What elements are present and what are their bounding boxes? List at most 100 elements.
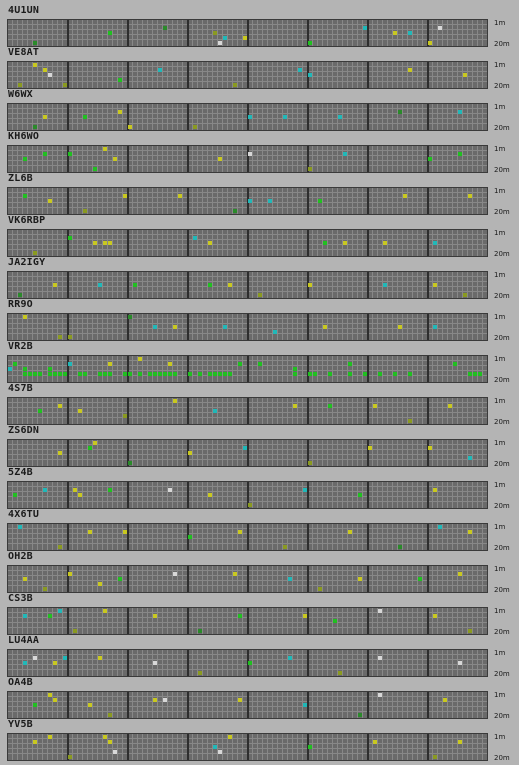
- hour-separator: [367, 440, 369, 466]
- hour-separator: [187, 272, 189, 298]
- station-row: KH6WO 1m 20m: [0, 130, 519, 174]
- signal-spot: [433, 755, 437, 759]
- hour-separator: [67, 608, 69, 634]
- signal-spot: [458, 661, 462, 665]
- signal-spot: [248, 661, 252, 665]
- hour-separator: [307, 146, 309, 172]
- hour-separator: [367, 356, 369, 382]
- band-label-top: 1m: [494, 607, 506, 615]
- station-row: VE8AT 1m 20m: [0, 46, 519, 90]
- signal-spot: [163, 372, 167, 376]
- signal-spot: [463, 73, 467, 77]
- signal-spot: [123, 372, 127, 376]
- signal-spot: [153, 661, 157, 665]
- signal-spot: [153, 325, 157, 329]
- signal-spot: [248, 503, 252, 507]
- hour-separator: [127, 62, 129, 88]
- signal-spot: [163, 26, 167, 30]
- hour-separator: [367, 230, 369, 256]
- propagation-grid: [7, 649, 488, 677]
- signal-spot: [418, 577, 422, 581]
- signal-spot: [108, 740, 112, 744]
- hour-separator: [367, 146, 369, 172]
- propagation-grid: [7, 565, 488, 593]
- station-callsign: ZS6DN: [8, 425, 40, 436]
- signal-spot: [293, 404, 297, 408]
- signal-spot: [103, 147, 107, 151]
- signal-spot: [98, 582, 102, 586]
- station-callsign: 4S7B: [8, 383, 33, 394]
- signal-spot: [358, 713, 362, 717]
- propagation-grid: [7, 733, 488, 761]
- signal-spot: [208, 241, 212, 245]
- hour-separator: [127, 20, 129, 46]
- station-callsign: KH6WO: [8, 131, 40, 142]
- signal-spot: [188, 535, 192, 539]
- hour-separator: [67, 566, 69, 592]
- hour-separator: [367, 650, 369, 676]
- signal-spot: [373, 404, 377, 408]
- signal-spot: [228, 372, 232, 376]
- signal-spot: [33, 656, 37, 660]
- hour-separator: [367, 20, 369, 46]
- signal-spot: [108, 362, 112, 366]
- station-row: YV5B 1m 20m: [0, 718, 519, 762]
- band-label-bottom: 20m: [494, 124, 510, 132]
- station-callsign: VK6RBP: [8, 215, 46, 226]
- hour-separator: [427, 440, 429, 466]
- signal-spot: [48, 735, 52, 739]
- signal-spot: [438, 26, 442, 30]
- signal-spot: [248, 115, 252, 119]
- hour-separator: [367, 608, 369, 634]
- signal-spot: [228, 735, 232, 739]
- signal-spot: [93, 241, 97, 245]
- signal-spot: [98, 283, 102, 287]
- band-label-bottom: 20m: [494, 544, 510, 552]
- hour-separator: [247, 482, 249, 508]
- signal-spot: [168, 362, 172, 366]
- signal-spot: [113, 750, 117, 754]
- signal-spot: [113, 157, 117, 161]
- station-row: 4X6TU 1m 20m: [0, 508, 519, 552]
- signal-spot: [288, 656, 292, 660]
- hour-separator: [307, 692, 309, 718]
- signal-spot: [98, 656, 102, 660]
- signal-spot: [308, 283, 312, 287]
- band-label-top: 1m: [494, 439, 506, 447]
- hour-separator: [127, 482, 129, 508]
- signal-spot: [88, 530, 92, 534]
- hour-separator: [127, 692, 129, 718]
- signal-spot: [298, 68, 302, 72]
- hour-separator: [427, 188, 429, 214]
- signal-spot: [463, 293, 467, 297]
- hour-separator: [307, 566, 309, 592]
- signal-spot: [48, 73, 52, 77]
- propagation-grid: [7, 103, 488, 131]
- hour-separator: [67, 398, 69, 424]
- signal-spot: [358, 577, 362, 581]
- hour-separator: [127, 566, 129, 592]
- signal-spot: [68, 152, 72, 156]
- signal-spot: [223, 36, 227, 40]
- hour-separator: [247, 356, 249, 382]
- signal-spot: [33, 703, 37, 707]
- signal-spot: [358, 493, 362, 497]
- signal-spot: [53, 372, 57, 376]
- hour-separator: [247, 272, 249, 298]
- signal-spot: [18, 83, 22, 87]
- band-label-bottom: 20m: [494, 460, 510, 468]
- signal-spot: [348, 530, 352, 534]
- hour-separator: [127, 398, 129, 424]
- signal-spot: [198, 629, 202, 633]
- hour-separator: [367, 314, 369, 340]
- hour-separator: [67, 146, 69, 172]
- hour-separator: [427, 314, 429, 340]
- hour-separator: [67, 20, 69, 46]
- hour-separator: [127, 146, 129, 172]
- hour-separator: [427, 734, 429, 760]
- signal-spot: [23, 367, 27, 371]
- signal-spot: [233, 83, 237, 87]
- signal-spot: [48, 367, 52, 371]
- hour-separator: [187, 482, 189, 508]
